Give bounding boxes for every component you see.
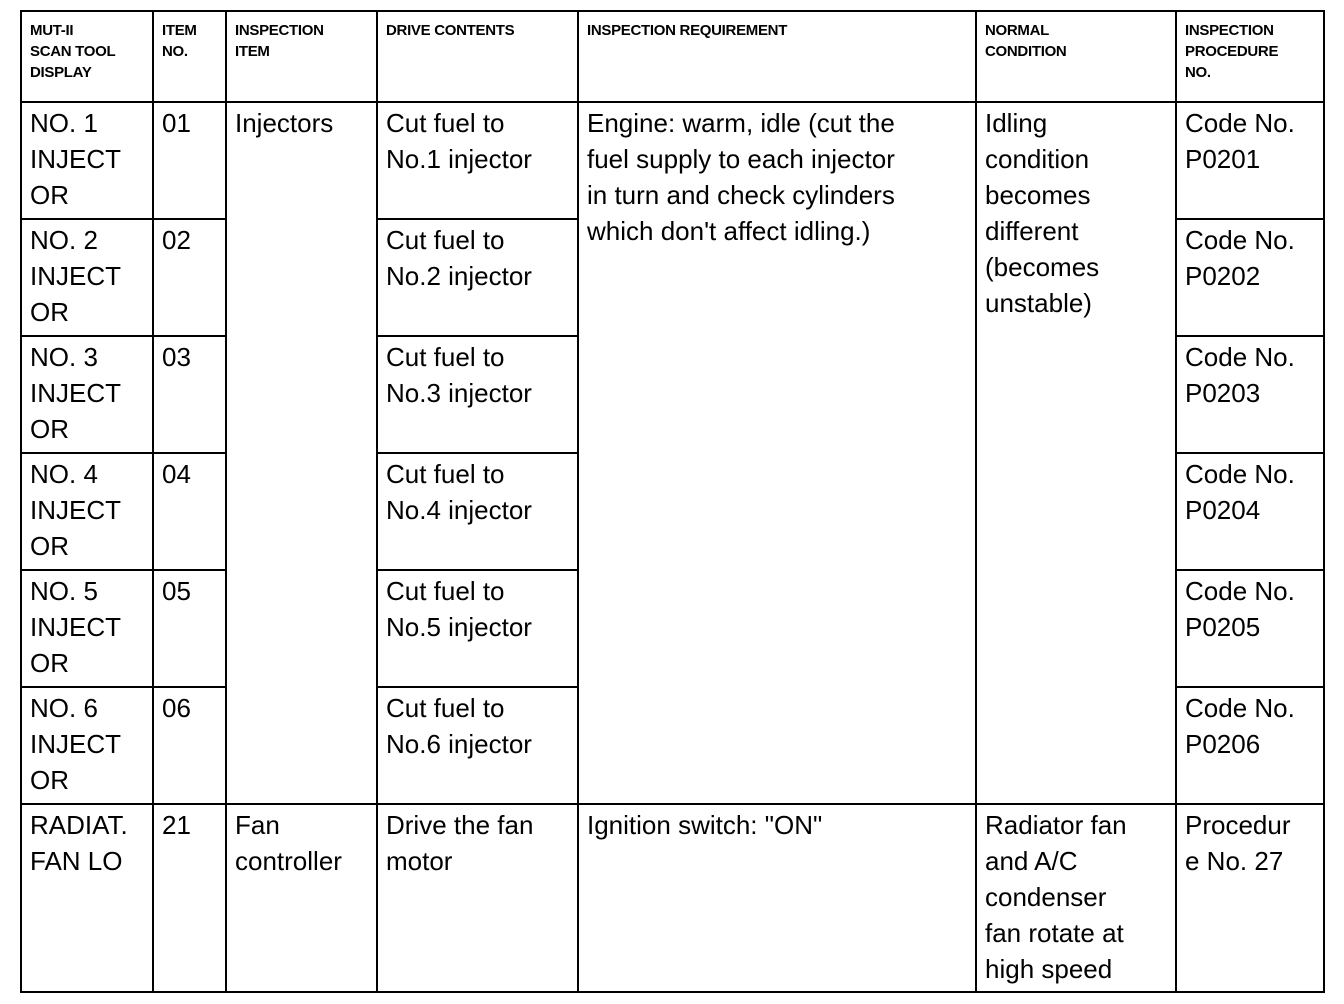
header-row: MUT-II SCAN TOOL DISPLAY ITEM NO. INSPEC… — [20, 10, 1325, 103]
cell-drive: Drive the fan motor — [376, 803, 579, 993]
cell-requirement: Ignition switch: "ON" — [577, 803, 977, 993]
cell-drive: Cut fuel to No.4 injector — [376, 452, 579, 571]
table-row: NO. 3 INJECT OR 03 Cut fuel to No.3 inje… — [20, 335, 1325, 454]
cell-inspection-item: Injectors — [225, 101, 378, 805]
cell-item-no: 06 — [152, 686, 227, 805]
table-row: NO. 4 INJECT OR 04 Cut fuel to No.4 inje… — [20, 452, 1325, 571]
cell-procedure: Procedur e No. 27 — [1175, 803, 1325, 993]
cell-drive: Cut fuel to No.1 injector — [376, 101, 579, 220]
cell-item-no: 01 — [152, 101, 227, 220]
cell-procedure: Code No. P0205 — [1175, 569, 1325, 688]
table-row: NO. 2 INJECT OR 02 Cut fuel to No.2 inje… — [20, 218, 1325, 337]
cell-procedure: Code No. P0203 — [1175, 335, 1325, 454]
cell-display: NO. 1 INJECT OR — [20, 101, 154, 220]
cell-normal: Idling condition becomes different (beco… — [975, 101, 1177, 805]
table-row-fan: RADIAT. FAN LO 21 Fan controller Drive t… — [20, 803, 1325, 993]
cell-display: NO. 2 INJECT OR — [20, 218, 154, 337]
table-row: NO. 5 INJECT OR 05 Cut fuel to No.5 inje… — [20, 569, 1325, 688]
header-display: MUT-II SCAN TOOL DISPLAY — [20, 10, 154, 103]
cell-item-no: 05 — [152, 569, 227, 688]
cell-procedure: Code No. P0204 — [1175, 452, 1325, 571]
header-inspection-item: INSPECTION ITEM — [225, 10, 378, 103]
header-procedure-no: INSPECTION PROCEDURE NO. — [1175, 10, 1325, 103]
cell-drive: Cut fuel to No.5 injector — [376, 569, 579, 688]
cell-procedure: Code No. P0201 — [1175, 101, 1325, 220]
cell-drive: Cut fuel to No.3 injector — [376, 335, 579, 454]
cell-inspection-item: Fan controller — [225, 803, 378, 993]
cell-item-no: 03 — [152, 335, 227, 454]
cell-procedure: Code No. P0202 — [1175, 218, 1325, 337]
cell-item-no: 02 — [152, 218, 227, 337]
header-normal-condition: NORMAL CONDITION — [975, 10, 1177, 103]
cell-drive: Cut fuel to No.6 injector — [376, 686, 579, 805]
header-item-no: ITEM NO. — [152, 10, 227, 103]
cell-normal: Radiator fan and A/C condenser fan rotat… — [975, 803, 1177, 993]
table-row: NO. 6 INJECT OR 06 Cut fuel to No.6 inje… — [20, 686, 1325, 805]
cell-drive: Cut fuel to No.2 injector — [376, 218, 579, 337]
cell-item-no: 04 — [152, 452, 227, 571]
header-drive-contents: DRIVE CONTENTS — [376, 10, 579, 103]
cell-requirement: Engine: warm, idle (cut the fuel supply … — [577, 101, 977, 805]
cell-item-no: 21 — [152, 803, 227, 993]
cell-display: NO. 6 INJECT OR — [20, 686, 154, 805]
header-requirement: INSPECTION REQUIREMENT — [577, 10, 977, 103]
cell-display: NO. 3 INJECT OR — [20, 335, 154, 454]
cell-display: NO. 5 INJECT OR — [20, 569, 154, 688]
cell-procedure: Code No. P0206 — [1175, 686, 1325, 805]
table-row: NO. 1 INJECT OR 01 Injectors Cut fuel to… — [20, 101, 1325, 805]
cell-display: RADIAT. FAN LO — [20, 803, 154, 993]
inspection-table: MUT-II SCAN TOOL DISPLAY ITEM NO. INSPEC… — [20, 10, 1325, 993]
cell-display: NO. 4 INJECT OR — [20, 452, 154, 571]
